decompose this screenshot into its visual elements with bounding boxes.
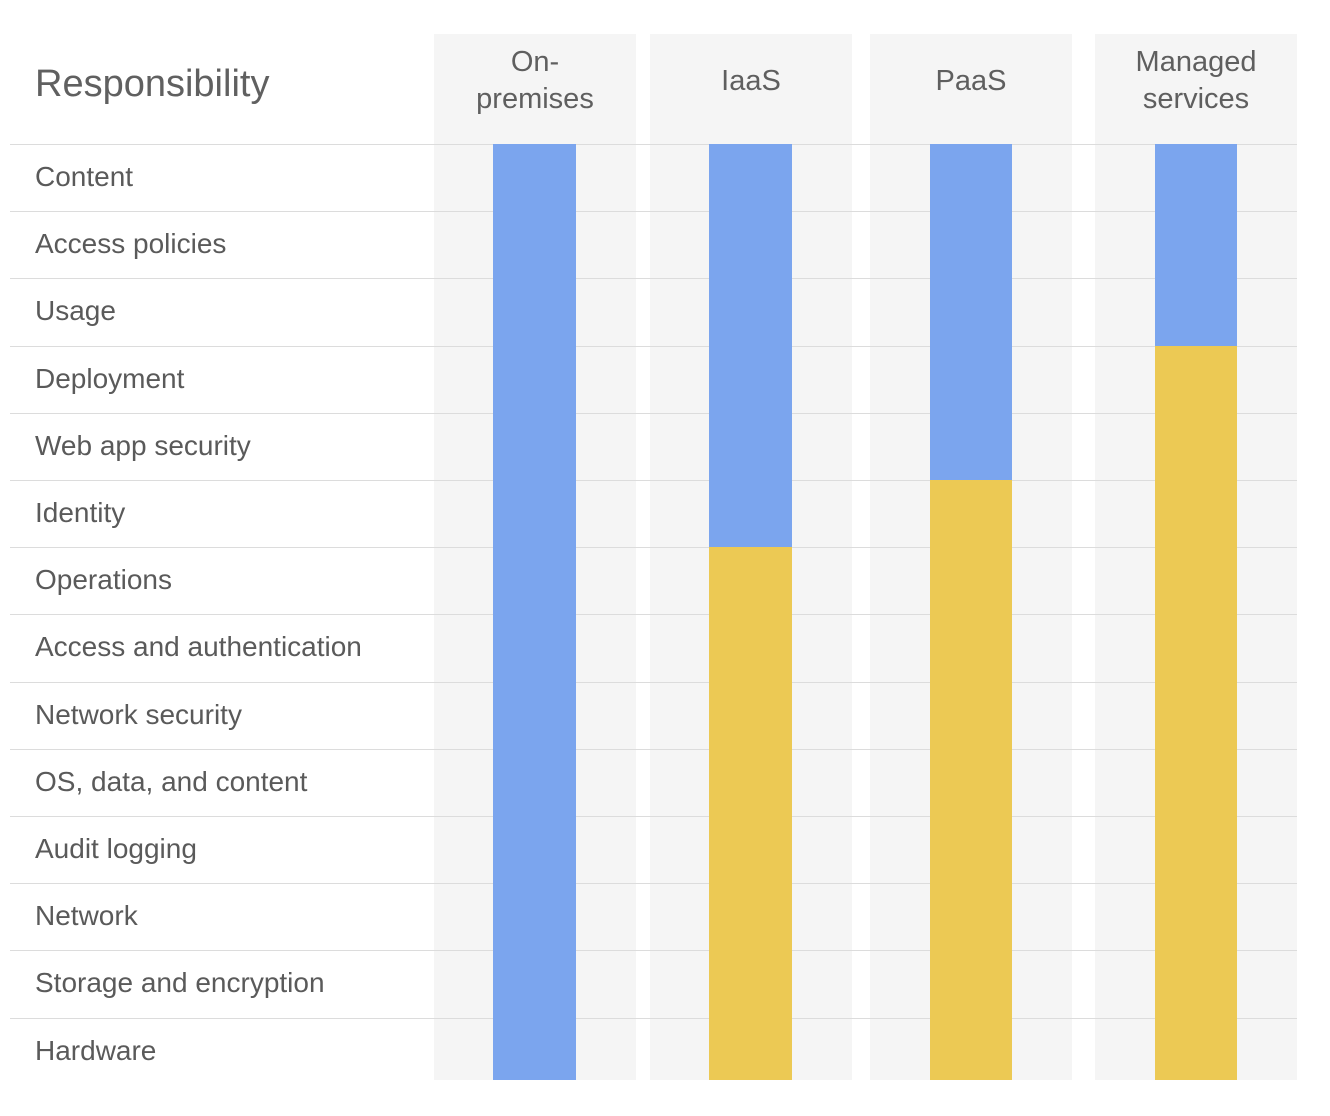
responsibility-title: Responsibility [35,63,270,105]
row-divider [10,816,1297,817]
row-label: Operations [35,564,172,596]
row-divider [10,480,1297,481]
column-header-managed: Managed services [1095,44,1297,118]
row-divider [10,346,1297,347]
row-divider [10,682,1297,683]
column-header-paas: PaaS [870,44,1072,118]
column-header-iaas: IaaS [650,44,852,118]
row-label: Access and authentication [35,631,362,663]
customer-responsibility-bar-iaas [709,144,792,547]
row-label: Content [35,161,134,192]
row-label: Access policies [35,228,227,260]
column-header-label: Managed services [1135,46,1257,115]
row-divider [10,950,1297,951]
row-divider [10,1018,1297,1019]
column-header-label: IaaS [721,64,781,97]
provider-responsibility-bar-managed [1155,346,1237,1080]
row-label: Identity [35,497,126,528]
column-header-on-premises: On- premises [434,44,636,118]
row-label: Network security [35,698,242,730]
row-label: Storage and encryption [35,967,325,999]
row-divider [10,413,1297,414]
row-label: OS, data, and content [35,765,308,797]
row-divider [10,144,1297,145]
column-header-label: PaaS [935,64,1007,97]
row-divider [10,211,1297,212]
row-divider [10,547,1297,548]
customer-responsibility-bar-managed [1155,144,1237,346]
column-header-label: On- premises [476,46,594,115]
customer-responsibility-bar-on-premises [493,144,576,1080]
provider-responsibility-bar-paas [930,480,1012,1080]
row-label: Web app security [35,429,251,461]
provider-responsibility-bar-iaas [709,547,792,1080]
row-label: Usage [35,295,116,327]
row-divider [10,278,1297,279]
row-label: Hardware [35,1034,157,1066]
row-divider [10,749,1297,750]
customer-responsibility-bar-paas [930,144,1012,480]
row-label: Network [35,900,138,932]
row-divider [10,883,1297,884]
row-divider [10,614,1297,615]
row-label: Deployment [35,362,185,394]
row-label: Audit logging [35,833,197,864]
